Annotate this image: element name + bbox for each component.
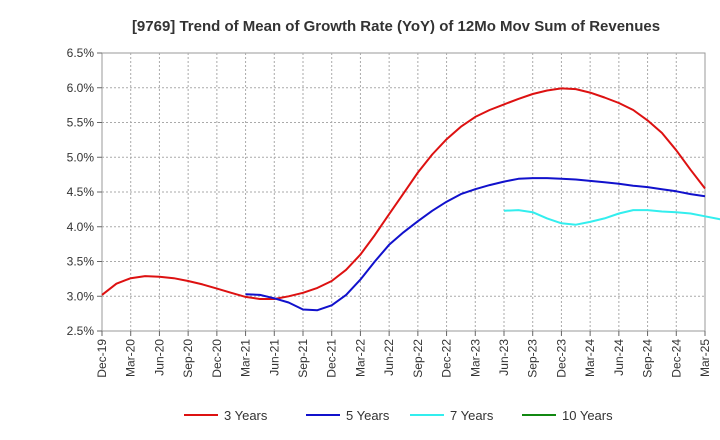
- x-tick-label: Mar-22: [353, 339, 367, 377]
- series-line-7-years: [503, 209, 720, 226]
- x-tick-label: Jun-20: [152, 339, 166, 376]
- x-tick-label: Mar-25: [698, 339, 712, 377]
- x-tick-label: Dec-24: [669, 339, 683, 378]
- y-tick-label: 5.0%: [67, 150, 95, 164]
- y-tick-label: 6.5%: [67, 46, 95, 60]
- x-tick-label: Mar-24: [583, 339, 597, 377]
- y-tick-label: 6.0%: [67, 81, 95, 95]
- chart-title: [9769] Trend of Mean of Growth Rate (YoY…: [132, 18, 660, 35]
- x-tick-label: Mar-23: [468, 339, 482, 377]
- plot-area: 2.5% 3.0% 3.5% 4.0% 4.5% 5.0% 5.5% 6.0% 6.5% Dec-…: [67, 46, 720, 378]
- x-tick-label: Mar-21: [239, 339, 253, 377]
- x-tick-label: Dec-21: [325, 339, 339, 378]
- legend: 3 Years 5 Years 7 Years 10 Years: [184, 408, 613, 423]
- x-tick-label: Jun-22: [382, 339, 396, 376]
- x-tick-label: Dec-22: [440, 339, 454, 378]
- series-line-3-years: [101, 87, 706, 300]
- legend-label: 10 Years: [562, 408, 613, 423]
- x-tick-label: Sep-23: [526, 339, 540, 378]
- x-tick-label: Jun-23: [497, 339, 511, 376]
- x-tick-label: Sep-21: [296, 339, 310, 378]
- legend-label: 7 Years: [450, 408, 494, 423]
- x-tick-label: Sep-24: [641, 339, 655, 378]
- x-tick-label: Dec-23: [554, 339, 568, 378]
- legend-label: 5 Years: [346, 408, 390, 423]
- series-line-5-years: [245, 177, 706, 312]
- x-tick-label: Sep-22: [411, 339, 425, 378]
- x-tick-label: Dec-19: [95, 339, 109, 378]
- x-tick-label: Dec-20: [210, 339, 224, 378]
- legend-label: 3 Years: [224, 408, 268, 423]
- y-tick-label: 5.5%: [67, 116, 95, 130]
- y-tick-label: 3.0%: [67, 289, 95, 303]
- y-tick-label: 4.0%: [67, 220, 95, 234]
- y-tick-label: 4.5%: [67, 185, 95, 199]
- y-tick-label: 2.5%: [67, 324, 95, 338]
- x-tick-label: Jun-21: [267, 339, 281, 376]
- y-tick-label: 3.5%: [67, 255, 95, 269]
- x-tick-label: Mar-20: [124, 339, 138, 377]
- x-tick-label: Jun-24: [612, 339, 626, 376]
- x-tick-label: Sep-20: [181, 339, 195, 378]
